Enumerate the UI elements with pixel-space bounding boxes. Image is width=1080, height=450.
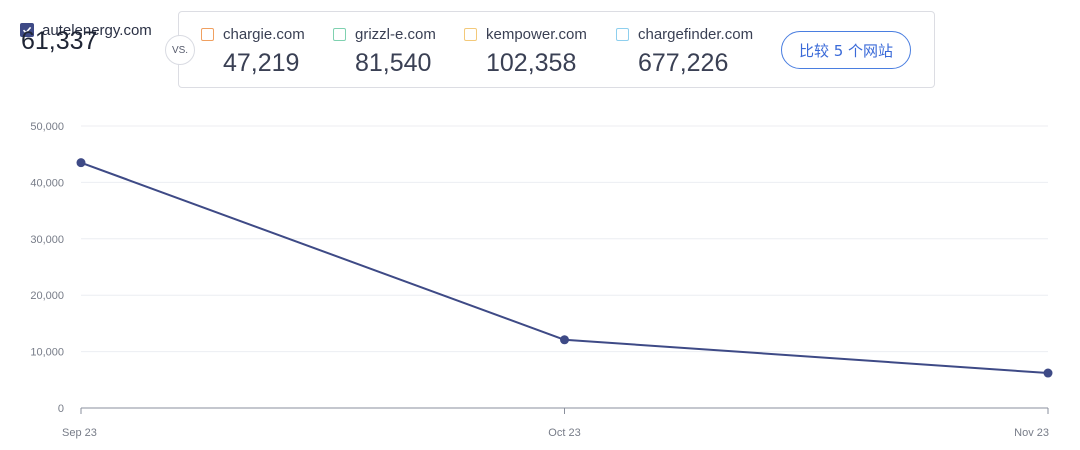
data-point — [1043, 368, 1053, 378]
competitor-grizzl-e: grizzl-e.com 81,540 — [333, 23, 436, 78]
y-tick-label: 50,000 — [30, 121, 64, 133]
competitor-domain: chargie.com — [223, 25, 305, 43]
competitor-kempower: kempower.com 102,358 — [464, 23, 587, 78]
competitor-value: 81,540 — [355, 49, 432, 77]
y-tick-label: 40,000 — [30, 177, 64, 189]
y-tick-label: 10,000 — [30, 347, 64, 359]
competitor-domain: chargefinder.com — [638, 25, 754, 43]
competitor-value: 102,358 — [486, 49, 577, 77]
competitor-chargefinder: chargefinder.com 677,226 — [616, 23, 753, 78]
competitor-checkbox[interactable] — [616, 27, 629, 41]
x-tick-label: Nov 23 — [1014, 427, 1049, 439]
competitor-domain: grizzl-e.com — [355, 25, 436, 43]
x-tick-label: Oct 23 — [548, 427, 580, 439]
y-tick-label: 0 — [58, 403, 64, 415]
competitor-checkbox[interactable] — [201, 27, 214, 41]
primary-value: 61,337 — [21, 27, 98, 55]
y-tick-label: 30,000 — [30, 234, 64, 246]
compare-sites-button[interactable]: 比较 5 个网站 — [781, 31, 911, 69]
vs-badge: VS. — [165, 35, 195, 65]
competitor-value: 47,219 — [223, 49, 300, 77]
primary-site: autelenergy.com — [20, 20, 170, 40]
data-point — [76, 158, 86, 168]
primary-domain: autelenergy.com — [42, 21, 152, 39]
competitor-checkbox[interactable] — [333, 27, 346, 41]
y-tick-label: 20,000 — [30, 290, 64, 302]
competitor-domain: kempower.com — [486, 25, 587, 43]
x-tick-label: Sep 23 — [62, 427, 97, 439]
competitor-checkbox[interactable] — [464, 27, 477, 41]
primary-checkbox[interactable] — [20, 23, 34, 37]
data-point — [560, 335, 569, 345]
checkmark-icon — [22, 26, 32, 34]
competitor-chargie: chargie.com 47,219 — [201, 23, 305, 78]
competitor-value: 677,226 — [638, 49, 729, 77]
